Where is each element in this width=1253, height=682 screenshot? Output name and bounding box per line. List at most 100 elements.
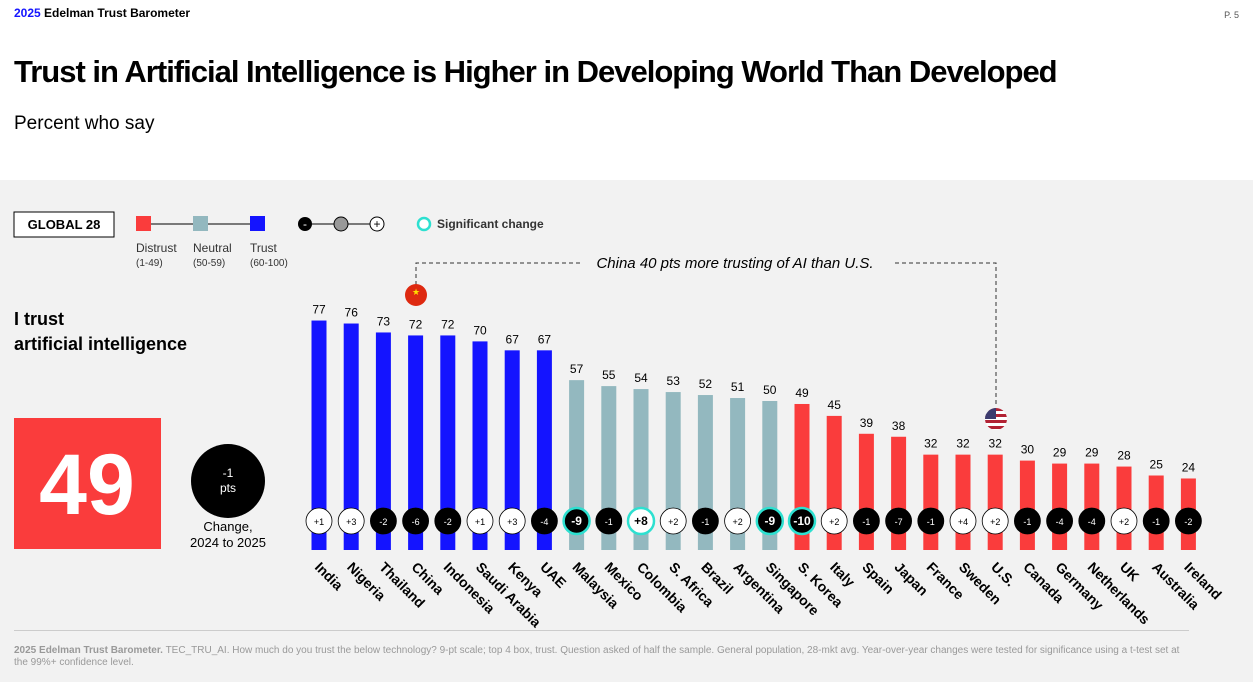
change-label: -1 [927,517,935,527]
annotation-line [415,262,997,405]
global-change-unit: pts [220,481,236,495]
value-label: 67 [506,332,520,346]
us-flag [985,408,1007,430]
sig-label: Significant change [437,217,544,231]
bar [375,332,391,550]
change-label: +8 [634,514,648,528]
value-label: 45 [828,398,842,412]
bar [923,454,939,550]
change-label: -1 [1023,517,1031,527]
change-circle [787,506,817,536]
change-label: -10 [793,514,811,528]
value-label: 29 [1085,446,1099,460]
change-label: +2 [990,517,1000,527]
change-circle [853,507,880,535]
change-label: +2 [829,517,839,527]
change-label: -1 [605,517,613,527]
bar [955,454,971,550]
change-label: -7 [895,517,903,527]
brand: 2025 Edelman Trust Barometer [14,6,190,20]
svg-text:-: - [303,217,307,231]
change-circle [724,507,751,535]
value-label: 53 [667,374,681,388]
legend-label: Distrust [136,241,177,255]
bar [311,320,327,550]
change-circle [1014,507,1041,535]
change-circle [498,507,526,535]
value-label: 51 [731,380,745,394]
bar [536,350,552,550]
bar [408,335,424,550]
change-circle [626,506,656,536]
zero-icon [333,216,349,232]
global-value-box [14,418,161,549]
value-label: 50 [763,383,777,397]
value-label: 39 [860,416,874,430]
value-label: 76 [345,306,359,320]
value-label: 29 [1053,446,1067,460]
title: Trust in Artificial Intelligence is High… [14,54,1058,89]
change-circle [1175,507,1202,535]
change-circle [595,507,623,535]
svg-text:+: + [373,217,380,231]
change-circle [885,507,912,535]
global-box [13,211,115,238]
change-label: -6 [412,517,420,527]
value-label: 32 [956,437,970,451]
question: artificial intelligence [14,334,187,354]
value-label: 72 [409,317,423,331]
change-label: -2 [379,517,387,527]
legend-range: (60-100) [250,258,288,269]
value-label: 77 [312,303,326,317]
change-label: -1 [701,517,709,527]
change-label: +1 [475,517,485,527]
legend-range: (1-49) [136,258,163,269]
legend-swatch [250,216,265,231]
value-label: 52 [699,377,713,391]
value-label: 38 [892,419,906,433]
global-value: 49 [39,437,135,533]
change-circle [949,507,977,535]
panel [0,180,1253,682]
change-circle [755,506,785,536]
value-label: 32 [924,437,938,451]
change-caption: Change, [203,519,252,534]
change-label: -4 [1088,517,1096,527]
value-label: 24 [1182,460,1196,474]
bar [1084,463,1100,550]
change-circle [917,507,945,535]
legend-label: Neutral [193,241,232,255]
footnote-source: 2025 Edelman Trust Barometer. [14,645,163,656]
change-label: +2 [732,517,742,527]
x-tick-label: Japan [891,559,931,599]
change-circle [466,507,494,535]
sig-icon [416,216,432,232]
value-label: 67 [538,332,552,346]
change-label: +2 [668,517,678,527]
change-label: -4 [540,517,548,527]
change-label: -2 [1184,517,1192,527]
subtitle: Percent who say [14,113,155,134]
change-circle [305,507,333,535]
change-label: +2 [1119,517,1129,527]
change-label: -2 [444,517,452,527]
question: I trust [14,309,64,329]
change-label: -1 [862,517,870,527]
legend-label: Trust [250,241,278,255]
value-label: 72 [441,317,455,331]
footnote-text: TEC_TRU_AI. How much do you trust the be… [14,645,1180,668]
change-label: +3 [507,517,517,527]
bar [987,454,1003,550]
bar [1052,463,1068,550]
change-circle [402,507,430,535]
change-label: -9 [571,514,582,528]
value-label: 70 [473,323,487,337]
x-tick-label: India [312,559,347,594]
neg-icon [298,217,312,231]
change-circle [1046,507,1073,535]
page-number: P. 5 [1224,10,1239,20]
change-circle [692,507,719,535]
x-tick-label: UK [1117,559,1143,585]
china-flag [405,284,427,306]
